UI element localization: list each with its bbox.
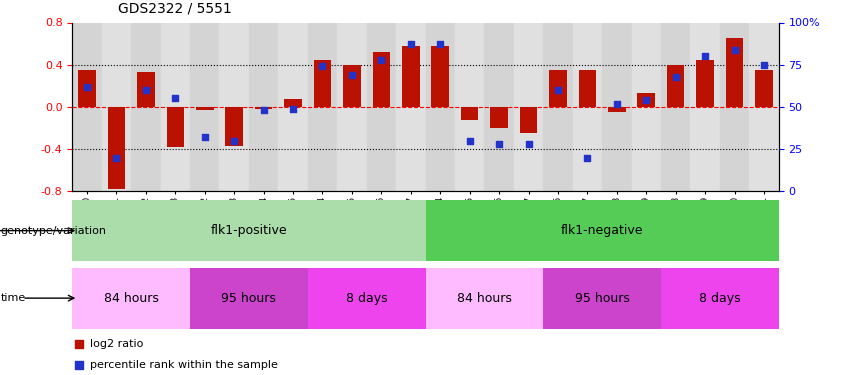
- Bar: [190, 267, 308, 329]
- Bar: [107, 107, 125, 189]
- Point: [728, 46, 741, 53]
- Bar: [661, 22, 690, 191]
- Point: [72, 362, 86, 368]
- Point: [757, 62, 771, 68]
- Bar: [190, 22, 220, 191]
- Bar: [367, 22, 396, 191]
- Bar: [484, 22, 514, 191]
- Point: [551, 87, 565, 93]
- Bar: [373, 52, 390, 107]
- Bar: [402, 46, 420, 107]
- Bar: [667, 64, 684, 107]
- Bar: [690, 22, 720, 191]
- Point: [316, 63, 329, 69]
- Bar: [161, 22, 190, 191]
- Text: 84 hours: 84 hours: [457, 292, 511, 304]
- Bar: [455, 22, 484, 191]
- Bar: [249, 22, 278, 191]
- Bar: [696, 60, 714, 107]
- Bar: [426, 267, 543, 329]
- Bar: [461, 107, 478, 120]
- Text: flk1-negative: flk1-negative: [561, 224, 643, 237]
- Bar: [396, 22, 426, 191]
- Point: [198, 134, 212, 140]
- Point: [72, 341, 86, 347]
- Text: log2 ratio: log2 ratio: [90, 339, 143, 349]
- Point: [610, 100, 624, 106]
- Bar: [755, 70, 773, 107]
- Point: [168, 96, 182, 102]
- Bar: [137, 72, 155, 107]
- Text: time: time: [1, 293, 26, 303]
- Point: [522, 141, 535, 147]
- Bar: [543, 267, 661, 329]
- Bar: [131, 22, 161, 191]
- Text: 95 hours: 95 hours: [574, 292, 630, 304]
- Bar: [520, 107, 537, 133]
- Bar: [661, 267, 779, 329]
- Text: flk1-positive: flk1-positive: [210, 224, 288, 237]
- Point: [80, 84, 94, 90]
- Point: [227, 138, 241, 144]
- Bar: [602, 22, 631, 191]
- Point: [374, 57, 388, 63]
- Bar: [490, 107, 508, 128]
- Bar: [726, 38, 744, 107]
- Bar: [573, 22, 603, 191]
- Point: [257, 107, 271, 113]
- Point: [639, 97, 653, 103]
- Bar: [579, 70, 597, 107]
- Bar: [314, 60, 331, 107]
- Bar: [72, 22, 102, 191]
- Bar: [78, 70, 96, 107]
- Point: [433, 42, 447, 48]
- Bar: [343, 64, 361, 107]
- Point: [110, 154, 123, 160]
- Point: [699, 53, 712, 59]
- Bar: [226, 107, 243, 146]
- Point: [139, 87, 152, 93]
- Bar: [308, 267, 426, 329]
- Text: percentile rank within the sample: percentile rank within the sample: [90, 360, 278, 370]
- Bar: [278, 22, 308, 191]
- Bar: [337, 22, 367, 191]
- Bar: [426, 22, 455, 191]
- Bar: [608, 107, 625, 112]
- Text: 84 hours: 84 hours: [104, 292, 158, 304]
- Bar: [543, 22, 573, 191]
- Bar: [72, 200, 426, 261]
- Text: 8 days: 8 days: [699, 292, 740, 304]
- Point: [463, 138, 477, 144]
- Bar: [431, 46, 449, 107]
- Point: [404, 42, 418, 48]
- Bar: [308, 22, 337, 191]
- Bar: [720, 22, 749, 191]
- Point: [286, 106, 300, 112]
- Bar: [426, 200, 779, 261]
- Text: 8 days: 8 days: [346, 292, 387, 304]
- Bar: [254, 107, 272, 109]
- Point: [492, 141, 505, 147]
- Bar: [72, 267, 190, 329]
- Bar: [631, 22, 661, 191]
- Bar: [749, 22, 779, 191]
- Bar: [196, 107, 214, 110]
- Bar: [220, 22, 248, 191]
- Text: GDS2322 / 5551: GDS2322 / 5551: [117, 1, 231, 15]
- Bar: [167, 107, 184, 147]
- Point: [669, 74, 683, 80]
- Bar: [102, 22, 131, 191]
- Point: [346, 72, 359, 78]
- Bar: [549, 70, 567, 107]
- Bar: [514, 22, 543, 191]
- Text: 95 hours: 95 hours: [221, 292, 277, 304]
- Bar: [284, 99, 302, 107]
- Bar: [637, 93, 655, 107]
- Point: [580, 154, 594, 160]
- Text: genotype/variation: genotype/variation: [1, 226, 107, 236]
